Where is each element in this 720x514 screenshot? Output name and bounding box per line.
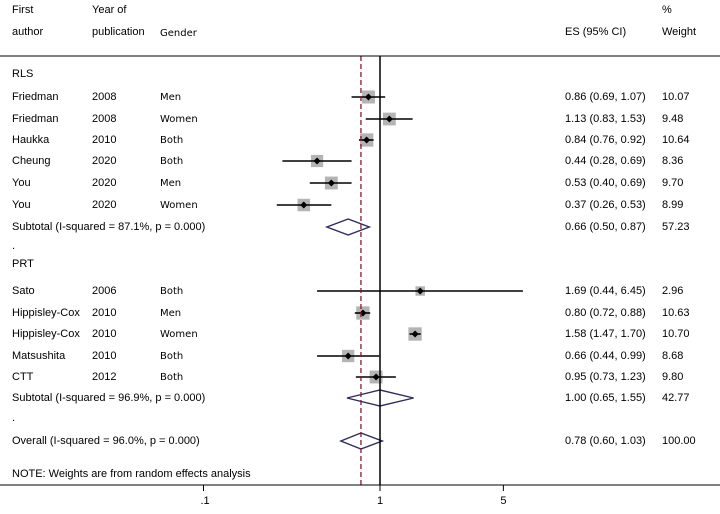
study-gender: Both — [160, 372, 184, 383]
study-weight: 10.70 — [662, 328, 690, 340]
study-author: Cheung — [12, 155, 51, 167]
study-author: Friedman — [12, 113, 59, 125]
header-gender: Gender — [160, 28, 197, 39]
subtotal-diamond — [346, 389, 414, 407]
study-weight: 8.99 — [662, 199, 684, 211]
study-author: You — [12, 177, 31, 189]
study-es: 0.66 (0.44, 0.99) — [565, 350, 646, 362]
group-separator: . — [12, 240, 16, 252]
study-es: 1.69 (0.44, 6.45) — [565, 285, 646, 297]
study-point — [416, 287, 424, 295]
header-weight-2: Weight — [662, 26, 697, 38]
header-year-2: publication — [92, 26, 145, 38]
study-weight: 9.48 — [662, 113, 684, 125]
study-point — [364, 93, 372, 101]
study-es: 1.58 (1.47, 1.70) — [565, 328, 646, 340]
study-weight: 10.63 — [662, 307, 690, 319]
overall-weight: 100.00 — [662, 435, 696, 447]
study-gender: Both — [160, 156, 184, 167]
study-author: Hippisley-Cox — [12, 307, 80, 319]
overall-diamond — [338, 432, 385, 450]
group-label: RLS — [12, 68, 34, 80]
study-author: Friedman — [12, 91, 59, 103]
subtotal-es: 0.66 (0.50, 0.87) — [565, 221, 646, 233]
study-author: Sato — [12, 285, 35, 297]
study-point — [385, 115, 393, 123]
x-tick-label: 5 — [500, 495, 507, 507]
x-tick-label: 1 — [377, 495, 384, 507]
study-author: Matsushita — [12, 350, 66, 362]
header-first-author-1: First — [12, 4, 34, 16]
study-weight: 10.64 — [662, 134, 690, 146]
study-year: 2006 — [92, 285, 117, 297]
header-weight-1: % — [662, 4, 672, 16]
study-point — [372, 373, 380, 381]
study-point — [363, 136, 371, 144]
study-year: 2010 — [92, 328, 117, 340]
study-year: 2010 — [92, 307, 117, 319]
subtotal-label: Subtotal (I-squared = 87.1%, p = 0.000) — [12, 221, 206, 233]
study-point — [313, 157, 321, 165]
study-weight: 10.07 — [662, 91, 690, 103]
study-es: 1.13 (0.83, 1.53) — [565, 113, 646, 125]
study-year: 2008 — [92, 91, 117, 103]
study-point — [300, 201, 308, 209]
study-author: CTT — [12, 371, 34, 383]
study-es: 0.53 (0.40, 0.69) — [565, 177, 646, 189]
study-weight: 9.70 — [662, 177, 684, 189]
group-label: PRT — [12, 258, 34, 270]
subtotal-es: 1.00 (0.65, 1.55) — [565, 392, 646, 404]
study-gender: Women — [160, 200, 198, 211]
study-point — [344, 352, 352, 360]
study-gender: Men — [160, 92, 182, 103]
header-es: ES (95% CI) — [565, 26, 627, 38]
study-es: 0.86 (0.69, 1.07) — [565, 91, 646, 103]
study-year: 2010 — [92, 134, 117, 146]
study-point — [327, 179, 335, 187]
study-year: 2010 — [92, 350, 117, 362]
subtotal-diamond — [324, 218, 372, 236]
study-year: 2008 — [92, 113, 117, 125]
study-author: You — [12, 199, 31, 211]
study-gender: Men — [160, 308, 182, 319]
study-weight: 2.96 — [662, 285, 684, 297]
study-es: 0.80 (0.72, 0.88) — [565, 307, 646, 319]
study-es: 0.37 (0.26, 0.53) — [565, 199, 646, 211]
study-year: 2020 — [92, 155, 117, 167]
overall-es: 0.78 (0.60, 1.03) — [565, 435, 646, 447]
study-year: 2020 — [92, 199, 117, 211]
subtotal-weight: 57.23 — [662, 221, 690, 233]
study-es: 0.44 (0.28, 0.69) — [565, 155, 646, 167]
study-gender: Both — [160, 351, 184, 362]
study-weight: 9.80 — [662, 371, 684, 383]
study-gender: Both — [160, 286, 184, 297]
x-tick-label: .1 — [200, 495, 210, 507]
header-first-author-2: author — [12, 26, 44, 38]
subtotal-label: Subtotal (I-squared = 96.9%, p = 0.000) — [12, 392, 206, 404]
study-weight: 8.36 — [662, 155, 684, 167]
study-year: 2012 — [92, 371, 117, 383]
header-year-1: Year of — [92, 4, 127, 16]
study-year: 2020 — [92, 177, 117, 189]
study-gender: Women — [160, 329, 198, 340]
study-author: Hippisley-Cox — [12, 328, 80, 340]
subtotal-weight: 42.77 — [662, 392, 690, 404]
group-separator: . — [12, 412, 16, 424]
study-gender: Both — [160, 135, 184, 146]
study-point — [411, 330, 419, 338]
study-gender: Men — [160, 178, 182, 189]
study-weight: 8.68 — [662, 350, 684, 362]
study-es: 0.95 (0.73, 1.23) — [565, 371, 646, 383]
footer-note: NOTE: Weights are from random effects an… — [12, 468, 251, 480]
study-author: Haukka — [12, 134, 50, 146]
study-es: 0.84 (0.76, 0.92) — [565, 134, 646, 146]
overall-label: Overall (I-squared = 96.0%, p = 0.000) — [12, 435, 200, 447]
study-gender: Women — [160, 114, 198, 125]
